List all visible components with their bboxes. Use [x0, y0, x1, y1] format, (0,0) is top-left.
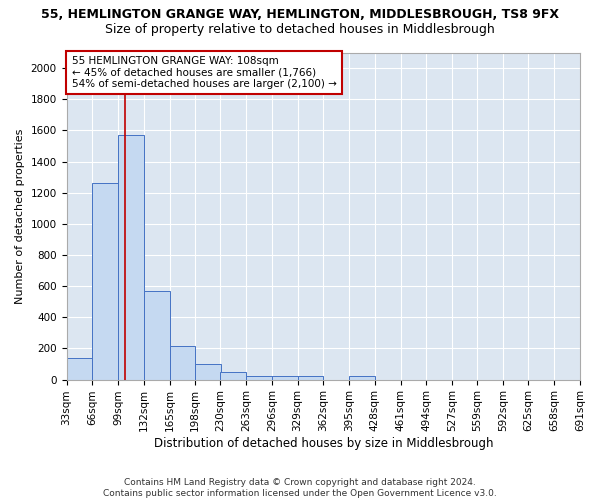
Bar: [246, 376, 272, 380]
Bar: [144, 291, 170, 380]
Bar: [170, 346, 195, 380]
Text: Contains HM Land Registry data © Crown copyright and database right 2024.
Contai: Contains HM Land Registry data © Crown c…: [103, 478, 497, 498]
Bar: [92, 184, 118, 380]
Text: Size of property relative to detached houses in Middlesbrough: Size of property relative to detached ho…: [105, 22, 495, 36]
Bar: [195, 364, 221, 380]
Text: 55 HEMLINGTON GRANGE WAY: 108sqm
← 45% of detached houses are smaller (1,766)
54: 55 HEMLINGTON GRANGE WAY: 108sqm ← 45% o…: [71, 56, 337, 89]
Text: 55, HEMLINGTON GRANGE WAY, HEMLINGTON, MIDDLESBROUGH, TS8 9FX: 55, HEMLINGTON GRANGE WAY, HEMLINGTON, M…: [41, 8, 559, 20]
Bar: [118, 135, 144, 380]
Bar: [272, 376, 298, 380]
X-axis label: Distribution of detached houses by size in Middlesbrough: Distribution of detached houses by size …: [154, 437, 493, 450]
Bar: [298, 376, 323, 380]
Bar: [349, 376, 375, 380]
Y-axis label: Number of detached properties: Number of detached properties: [15, 128, 25, 304]
Bar: [220, 372, 246, 380]
Bar: [67, 358, 92, 380]
